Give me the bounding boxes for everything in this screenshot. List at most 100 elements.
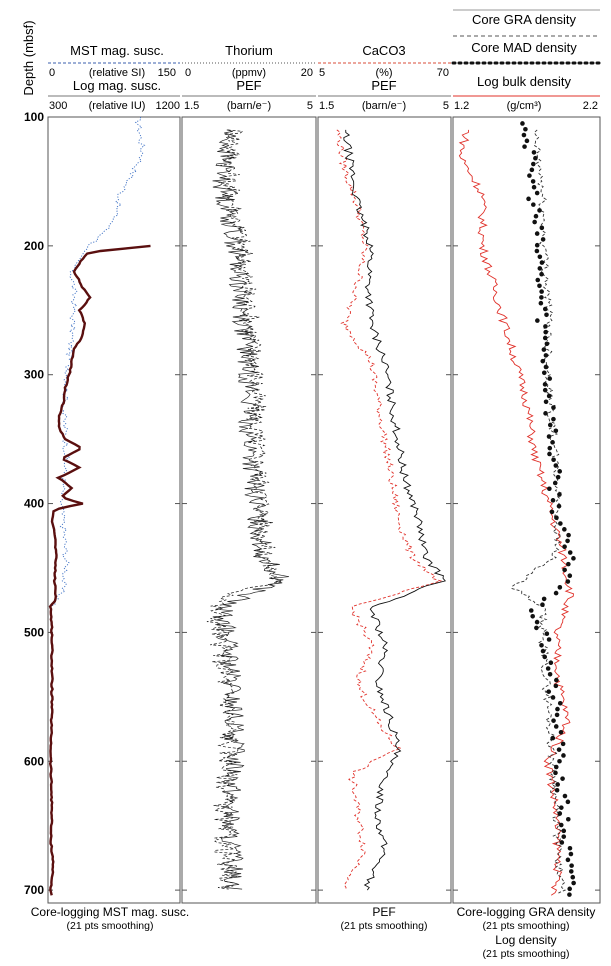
- track-4-mad-point: [539, 289, 544, 294]
- track-4-mad-point: [531, 202, 536, 207]
- track-3-header-2-min: 1.5: [319, 100, 334, 112]
- track-4-mad-point: [537, 208, 542, 213]
- track-4-mad-point: [542, 654, 548, 660]
- track-4-mad-point: [570, 874, 576, 880]
- track-4-mad-point: [546, 434, 552, 439]
- track-4-mad-point: [537, 266, 543, 271]
- track-3-header-1-title: CaCO3: [362, 43, 405, 58]
- track-4-mad-point: [542, 335, 548, 341]
- track-4-mad-point: [557, 700, 563, 706]
- track-4-mad-point: [552, 480, 558, 486]
- track-4-mad-point: [562, 527, 567, 532]
- track-4-mad-point: [522, 144, 527, 149]
- track-4-mad-point: [561, 828, 567, 834]
- track-4-mad-point: [543, 329, 548, 335]
- track-3-series-2-line: [343, 129, 447, 891]
- track-4-mad-point: [557, 492, 562, 497]
- track-1-header: MST mag. susc. 0 (relative SI) 150 Log m…: [48, 43, 180, 112]
- track-4-mad-point: [554, 787, 560, 793]
- track-4-mad-point: [546, 689, 552, 694]
- track-4-mad-point: [533, 155, 538, 161]
- track-4-mad-point: [534, 190, 540, 196]
- y-tick-label-400: 400: [24, 497, 44, 511]
- track-4-mad-point: [553, 590, 559, 596]
- track-4-mad-point: [535, 318, 540, 323]
- track-4-mad-point: [557, 585, 563, 590]
- track-4-mad-point: [557, 469, 563, 474]
- y-tick-label-700: 700: [24, 883, 44, 897]
- track-4-mad-point: [547, 445, 553, 451]
- track-4-mad-point: [554, 677, 559, 683]
- track-1-header-1-min: 0: [49, 67, 55, 79]
- track-4-footer-line-1: Core-logging GRA density: [457, 905, 596, 919]
- track-1-header-1-max: 150: [158, 67, 176, 79]
- track-4-mad-point: [547, 451, 552, 457]
- track-4-mad-point: [567, 886, 572, 892]
- track-4-mad-point: [553, 764, 559, 770]
- track-4-mad-point: [543, 324, 548, 329]
- track-4-mad-point: [547, 486, 552, 492]
- track-4-mad-point: [534, 231, 540, 236]
- track-4-mad-point: [546, 393, 552, 399]
- track-4-mad-point: [565, 799, 571, 805]
- track-4-mad-point: [557, 811, 563, 816]
- y-tick-label-500: 500: [24, 625, 44, 639]
- track-4-mad-point: [537, 254, 543, 260]
- track-3-header-1-min: 5: [319, 67, 325, 79]
- track-4-mad-point: [549, 509, 555, 515]
- track-4-mad-point: [560, 776, 565, 781]
- track-4-mad-point: [532, 219, 537, 225]
- track-4-mad-point: [550, 440, 555, 445]
- track-4-mad-point: [551, 416, 556, 422]
- y-tick-label-300: 300: [24, 368, 44, 382]
- track-4-mad-point: [541, 370, 547, 376]
- track-4-mad-point: [553, 770, 558, 776]
- track-4-mad-point: [530, 614, 535, 619]
- track-1-header-1-title: MST mag. susc.: [70, 43, 164, 58]
- track-4-mad-point: [559, 805, 564, 810]
- track-4-mad-point: [534, 625, 539, 631]
- track-4-mad-point: [523, 126, 528, 132]
- track-4-mad-point: [543, 353, 549, 358]
- track-4-mad-point: [550, 498, 556, 503]
- track-4-mad-point: [555, 706, 560, 712]
- track-4-mad-point: [541, 596, 547, 602]
- track-4-mad-point: [542, 382, 548, 387]
- track-4-mad-point: [561, 753, 566, 758]
- track-2-header-1-unit: (ppmv): [232, 67, 266, 79]
- track-4-mad-point: [541, 347, 547, 352]
- track-4-mad-point: [550, 695, 556, 700]
- track-4-mad-point: [562, 793, 568, 799]
- track-2-header-2-unit: (barn/e⁻): [227, 100, 271, 112]
- track-1-header-1-unit: (relative SI): [89, 67, 145, 79]
- track-4-mad-point: [561, 834, 567, 839]
- track-1-header-2-max: 1200: [156, 100, 180, 112]
- track-4-mad-point: [539, 642, 544, 648]
- y-tick-label-100: 100: [24, 110, 44, 124]
- track-4-mad-point: [550, 735, 556, 741]
- track-4-mad-point: [565, 857, 571, 863]
- track-4-mad-point: [526, 196, 531, 202]
- track-4-mad-point: [560, 741, 566, 747]
- track-4-mad-point: [540, 648, 546, 654]
- track-4-mad-point: [527, 173, 532, 178]
- track-4-mad-point: [524, 138, 530, 144]
- track-4-mad-point: [565, 538, 570, 544]
- track-2-series-1-line: [206, 129, 282, 890]
- track-4-header-3-title: Log bulk density: [477, 74, 571, 89]
- track-3-footer-line-1: PEF: [372, 905, 395, 919]
- track-4-mad-point: [534, 619, 540, 625]
- track-4-mad-point: [529, 167, 535, 173]
- y-tick-label-600: 600: [24, 754, 44, 768]
- footers: Core-logging MST mag. susc. (21 pts smoo…: [31, 905, 596, 960]
- track-4-mad-point: [551, 405, 556, 410]
- track-2-frame: [181, 116, 317, 904]
- series-layer: [48, 116, 576, 897]
- track-4-header: Core GRA density Core MAD density Log bu…: [451, 9, 602, 112]
- track-1-header-2-title: Log mag. susc.: [73, 78, 161, 93]
- track-4-mad-point: [539, 295, 544, 300]
- track-3-header-2-max: 5: [443, 100, 449, 112]
- track-4-mad-point: [567, 892, 572, 897]
- track-4-mad-point: [565, 579, 571, 584]
